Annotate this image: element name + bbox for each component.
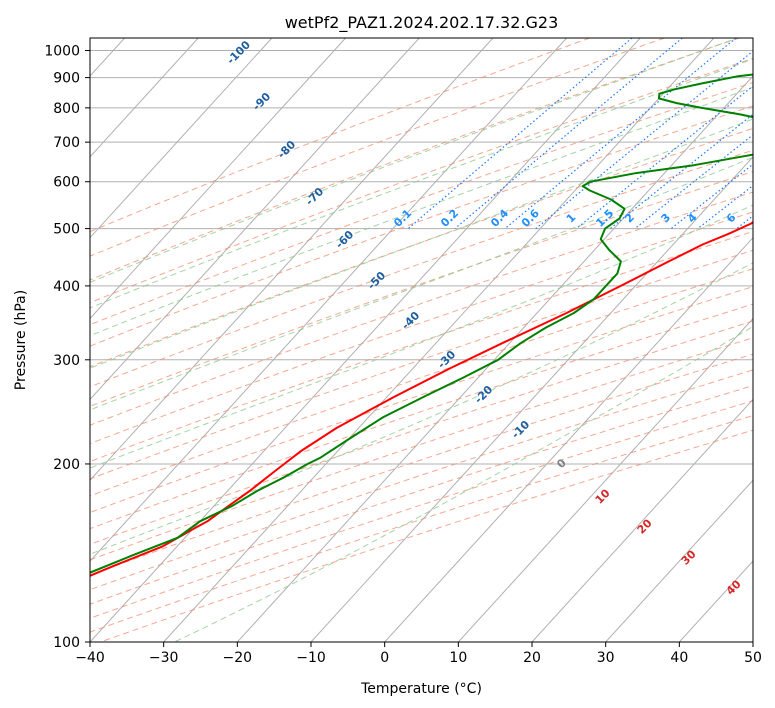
mixing-ratio-line bbox=[454, 38, 683, 230]
dry-adiabat bbox=[90, 320, 753, 545]
moist-adiabat bbox=[90, 118, 753, 369]
dry-adiabat bbox=[90, 303, 753, 530]
x-tick-label: 10 bbox=[449, 650, 467, 666]
isotherm-line bbox=[90, 38, 567, 562]
x-tick-label: −10 bbox=[296, 650, 326, 666]
x-tick-label: −40 bbox=[75, 650, 105, 666]
dry-adiabat bbox=[90, 191, 753, 426]
y-tick-label: 300 bbox=[53, 353, 80, 369]
dry-adiabat bbox=[90, 353, 753, 576]
x-tick-label: 20 bbox=[523, 650, 541, 666]
isotherm-line bbox=[163, 38, 715, 642]
dry-adiabat bbox=[90, 127, 753, 368]
y-tick-label: 700 bbox=[53, 135, 80, 151]
dry-adiabat bbox=[90, 230, 753, 463]
dry-adiabat bbox=[90, 369, 753, 591]
dry-adiabat bbox=[90, 211, 753, 445]
plot-area: -100-90-80-70-60-50-40-30-20-100.1 0.2 0.4… bbox=[90, 38, 753, 642]
moist-adiabat bbox=[90, 156, 753, 411]
dry-adiabat bbox=[90, 38, 590, 233]
dry-adiabat bbox=[90, 38, 665, 257]
isotherm-line bbox=[90, 38, 420, 401]
dewpoint-profile bbox=[90, 73, 753, 574]
mixing-ratio-line bbox=[576, 85, 753, 230]
x-axis-label: Temperature (°C) bbox=[360, 681, 482, 697]
x-tick-label: −20 bbox=[223, 650, 253, 666]
mixing-ratio-line bbox=[535, 50, 753, 230]
y-tick-label: 900 bbox=[53, 71, 80, 87]
x-tick-label: 50 bbox=[744, 650, 762, 666]
x-tick-label: 0 bbox=[380, 650, 389, 666]
y-tick-label: 400 bbox=[53, 279, 80, 295]
isotherm-line bbox=[90, 38, 346, 320]
y-tick-label: 200 bbox=[53, 457, 80, 473]
isotherm-line bbox=[90, 38, 273, 239]
isotherm-line bbox=[531, 398, 753, 642]
chart-title: wetPf2_PAZ1.2024.202.17.32.G23 bbox=[285, 13, 559, 33]
y-tick-label: 800 bbox=[53, 101, 80, 117]
isotherm-line bbox=[457, 317, 753, 642]
dry-adiabats bbox=[90, 38, 753, 642]
isotherm-line bbox=[384, 236, 753, 642]
mixing-ratio-line bbox=[670, 163, 753, 230]
moist-adiabat bbox=[90, 58, 753, 309]
dry-adiabat bbox=[90, 38, 740, 281]
isotherms bbox=[90, 38, 753, 642]
dry-adiabat bbox=[90, 149, 753, 388]
isotherm-line bbox=[605, 479, 753, 642]
y-tick-label: 500 bbox=[53, 222, 80, 238]
mixing-ratio-line bbox=[609, 113, 753, 230]
mixing-ratio-line bbox=[504, 38, 737, 230]
dry-adiabat bbox=[90, 268, 753, 497]
isotherm-line bbox=[90, 38, 199, 158]
y-axis-label: Pressure (hPa) bbox=[13, 290, 29, 390]
isotherm-line bbox=[236, 75, 753, 642]
mixing-ratio-line bbox=[407, 38, 633, 230]
sounding-profiles bbox=[90, 73, 753, 577]
plot-frame bbox=[89, 37, 754, 643]
x-tick-label: 40 bbox=[670, 650, 688, 666]
y-tick-label: 1000 bbox=[44, 44, 80, 60]
isotherm-line bbox=[90, 38, 494, 482]
axes: −40 −30 −20 −10 0 10 20 30 40 50 1000 900 800 700 600 5… bbox=[44, 44, 762, 666]
x-tick-label: 30 bbox=[597, 650, 615, 666]
moist-adiabat bbox=[90, 38, 740, 283]
moist-adiabat bbox=[90, 262, 753, 555]
dry-adiabat bbox=[90, 170, 753, 407]
x-tick-label: −30 bbox=[149, 650, 179, 666]
y-tick-label: 100 bbox=[53, 635, 80, 651]
dry-adiabat bbox=[90, 57, 753, 304]
temperature-profile bbox=[90, 220, 753, 577]
moist-adiabat bbox=[90, 86, 753, 337]
isotherm-line bbox=[90, 38, 641, 642]
pressure-gridlines bbox=[90, 50, 753, 642]
mixing-ratio-lines bbox=[407, 38, 753, 230]
y-tick-label: 600 bbox=[53, 175, 80, 191]
moist-adiabats bbox=[90, 38, 753, 642]
